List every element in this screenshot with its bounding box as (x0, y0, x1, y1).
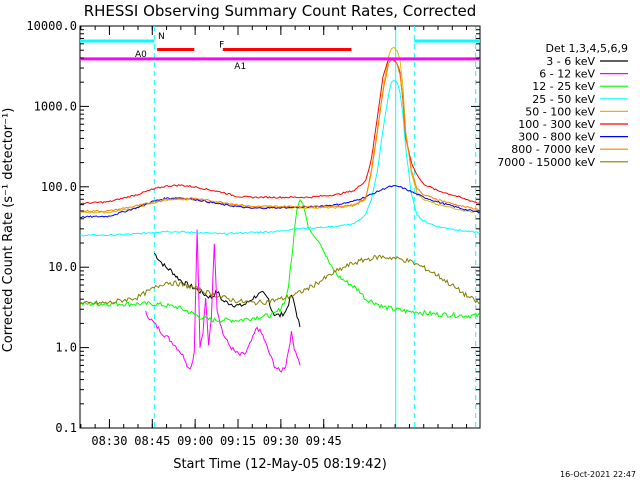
y-tick-label: 0.1 (55, 421, 77, 435)
flag-label-a0: A0 (135, 50, 147, 60)
flag-label-f: F (219, 41, 224, 51)
legend-label: 50 - 100 keV (525, 105, 595, 118)
x-tick-label: 08:45 (134, 434, 170, 448)
series-line-8 (80, 254, 480, 306)
legend-label: 3 - 6 keV (546, 55, 595, 68)
y-tick-label: 10.0 (48, 260, 77, 274)
x-tick-label: 08:30 (91, 434, 127, 448)
y-tick-label: 10000.0 (26, 19, 77, 33)
flag-bars: N F A0 A1 (80, 32, 480, 72)
series-line-0 (153, 252, 301, 328)
series-line-6 (80, 184, 480, 219)
x-tick-label: 09:30 (263, 434, 299, 448)
series-line-1 (145, 229, 301, 373)
series-line-3 (80, 80, 480, 237)
plot-frame (79, 25, 481, 429)
legend-label: 25 - 50 keV (532, 93, 595, 106)
y-axis-label: Corrected Count Rate (s⁻¹ detector⁻¹) (1, 108, 16, 353)
series-group (80, 26, 480, 428)
legend-label: 800 - 7000 keV (511, 143, 595, 156)
y-axis: 0.1 1.0 10.0 100.0 1000.0 10000.0 (26, 19, 480, 435)
x-tick-label: 09:15 (220, 434, 256, 448)
series-line-7 (80, 58, 480, 213)
legend-label: 300 - 800 keV (518, 131, 595, 144)
y-tick-label: 1.0 (55, 341, 77, 355)
legend-title: Det 1,3,4,5,6,9 (545, 42, 628, 55)
x-tick-label: 09:00 (177, 434, 213, 448)
x-axis: 08:30 08:45 09:00 09:15 09:30 09:45 (80, 26, 468, 448)
series-line-2 (80, 198, 480, 324)
legend-label: 12 - 25 keV (532, 80, 595, 93)
x-tick-label: 09:45 (306, 434, 342, 448)
y-tick-label: 1000.0 (34, 99, 77, 113)
chart-title: RHESSI Observing Summary Count Rates, Co… (84, 2, 477, 20)
legend-label: 7000 - 15000 keV (497, 156, 595, 169)
series-line-4 (80, 46, 480, 214)
x-axis-label: Start Time (12-May-05 08:19:42) (173, 457, 387, 472)
timestamp: 16-Oct-2021 22:47 (560, 470, 636, 479)
plot-area: N F A0 A1 (79, 25, 481, 429)
legend-label: 100 - 300 keV (518, 118, 595, 131)
series-line-5 (80, 57, 480, 205)
y-tick-label: 100.0 (41, 180, 77, 194)
legend-label: 6 - 12 keV (539, 68, 595, 81)
flag-label-a1: A1 (234, 62, 246, 72)
flag-label-n: N (158, 32, 165, 42)
